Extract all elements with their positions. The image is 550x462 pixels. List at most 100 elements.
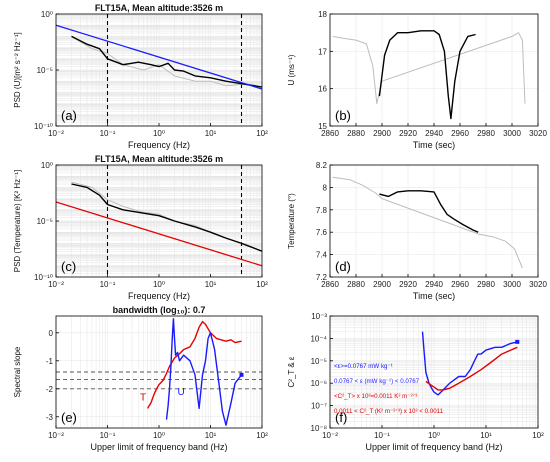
panel-e: 10⁻² 10⁻¹ 10⁰ 10¹ 10² -3 -2 -1 0 bandwidth (log₁₀…: [13, 305, 268, 452]
panel-a: 10⁻² 10⁻¹ 10⁰ 10¹ 10² 10⁻¹⁰ 10⁻⁵ 10⁰ FLT15A, Mea…: [13, 3, 268, 150]
x-tick-label: 2960: [451, 129, 469, 138]
x-tick-label: 10⁻¹: [100, 280, 116, 289]
x-axis-label: Time (sec): [413, 140, 455, 150]
series-group-f: [421, 331, 518, 396]
x-tick-label: 2980: [477, 280, 495, 289]
y-axis-label: C²_T & ε: [287, 356, 296, 387]
x-tick-label: 2860: [321, 280, 339, 289]
x-tick-label: 2960: [451, 280, 469, 289]
series-line-e-1: [165, 318, 243, 426]
y-tick-label: 8: [323, 183, 328, 192]
x-tick-label: 10²: [256, 129, 268, 138]
x-tick-label: 10⁻²: [48, 431, 64, 440]
series-line-e-0: [147, 320, 242, 409]
y-tick-label: 10⁻¹⁰: [34, 273, 53, 282]
y-tick-label: -3: [46, 413, 54, 422]
x-tick-label: 10¹: [205, 129, 217, 138]
series-line-a-1: [71, 35, 262, 88]
annotation-text: <C²_T> x 10³=0.0011 K² m⁻²ᐟ³: [334, 393, 417, 400]
y-tick-label: 10⁻¹⁰: [34, 122, 53, 131]
y-tick-label: 7.2: [316, 273, 328, 282]
y-tick-label: 10⁻⁵: [37, 66, 53, 75]
x-tick-label: 10⁰: [153, 280, 165, 289]
series-group-b: [332, 30, 526, 120]
x-tick-label: 10⁻¹: [374, 431, 390, 440]
y-tick-label: 10⁻⁵: [37, 217, 53, 226]
y-axis-label: PSD (U)[m² s⁻² Hz⁻¹]: [13, 32, 22, 108]
series-name-label: T: [140, 392, 146, 403]
x-tick-label: 10⁻²: [322, 431, 338, 440]
y-tick-label: 16: [318, 85, 327, 94]
y-tick-label: 10⁻⁸: [311, 424, 328, 433]
x-tick-label: 10⁻²: [48, 280, 64, 289]
y-tick-label: 7.4: [316, 251, 328, 260]
series-line-c-2: [56, 201, 262, 267]
series-line-b-0: [332, 32, 526, 105]
x-tick-label: 10⁰: [153, 431, 165, 440]
x-tick-label: 10²: [256, 431, 268, 440]
series-line-a-0: [71, 35, 262, 88]
y-axis-label: PSD (Temperature) [K² Hz⁻¹]: [13, 170, 22, 272]
series-line-c-1: [71, 183, 262, 252]
x-tick-label: 2940: [425, 129, 443, 138]
x-tick-label: 2900: [373, 129, 391, 138]
chart-title: FLT15A, Mean altitude:3526 m: [95, 3, 223, 13]
x-tick-label: 10⁻²: [48, 129, 64, 138]
x-tick-label: 10⁻¹: [100, 431, 116, 440]
x-tick-label: 2880: [347, 280, 365, 289]
y-axis-label: U (ms⁻¹): [287, 54, 296, 85]
x-tick-label: 2860: [321, 129, 339, 138]
series-line-d-0: [332, 176, 523, 269]
x-tick-label: 10⁰: [153, 129, 165, 138]
x-tick-label: 10⁻¹: [100, 129, 116, 138]
x-axis-label: Upper limit of frequency band (Hz): [365, 442, 502, 452]
y-tick-label: 10⁻⁵: [311, 357, 327, 366]
x-tick-label: 10⁰: [428, 431, 440, 440]
chart-title: bandwidth (log₁₀): 0.7: [113, 305, 206, 315]
y-tick-label: -2: [46, 385, 54, 394]
x-tick-label: 2940: [425, 280, 443, 289]
series-group-a: [56, 24, 262, 90]
y-tick-label: 8.2: [316, 161, 328, 170]
y-tick-label: 0: [49, 329, 54, 338]
x-tick-label: 3020: [529, 280, 547, 289]
x-tick-label: 2900: [373, 280, 391, 289]
panel-c: 10⁻² 10⁻¹ 10⁰ 10¹ 10² 10⁻¹⁰ 10⁻⁵ 10⁰ FLT15A, Mea…: [13, 154, 268, 301]
series-group-c: [56, 181, 262, 267]
x-axis-label: Upper limit of frequency band (Hz): [90, 442, 227, 452]
series-end-marker: [515, 339, 520, 344]
panel-label: (d): [335, 259, 351, 274]
y-tick-label: 10⁰: [41, 10, 53, 19]
x-tick-label: 10¹: [205, 280, 217, 289]
panel-d: 2860 2880 2900 2920 2940 2960 2980 3000 3020 7.2 7…: [287, 161, 547, 301]
y-tick-label: 10⁻⁷: [311, 402, 327, 411]
x-tick-label: 2920: [399, 129, 417, 138]
series-line-f-1: [425, 346, 518, 391]
y-tick-label: 10⁻⁶: [311, 379, 327, 388]
y-tick-label: 17: [318, 47, 327, 56]
series-line-b-1: [378, 30, 476, 120]
y-tick-label: 10⁻³: [311, 312, 327, 321]
x-tick-label: 10²: [532, 431, 544, 440]
panel-label: (a): [61, 108, 77, 123]
series-group-e: [147, 318, 243, 426]
grid-c: [55, 165, 262, 278]
y-tick-label: 18: [318, 10, 327, 19]
series-line-d-1: [379, 190, 479, 233]
panel-label: (f): [335, 410, 347, 425]
series-name-label: U: [178, 387, 185, 398]
y-axis-label: Temperature (°): [287, 193, 296, 249]
x-axis-label: Time (sec): [413, 291, 455, 301]
x-tick-label: 2920: [399, 280, 417, 289]
panel-f: 10⁻² 10⁻¹ 10⁰ 10¹ 10² 10⁻⁸ 10⁻⁷ 10⁻⁶ 10⁻⁵ 10⁻⁴ 10⁻…: [287, 312, 544, 452]
y-axis-label: Spectral slope: [13, 346, 22, 397]
x-tick-label: 3000: [503, 280, 521, 289]
x-tick-label: 10¹: [480, 431, 492, 440]
x-tick-label: 10¹: [205, 431, 217, 440]
panel-label: (c): [61, 259, 76, 274]
series-end-marker: [239, 372, 244, 377]
y-tick-label: 7.8: [316, 206, 328, 215]
x-tick-label: 3000: [503, 129, 521, 138]
panel-b: 2860 2880 2900 2920 2940 2960 2980 3000 3020 15 16…: [287, 10, 547, 150]
